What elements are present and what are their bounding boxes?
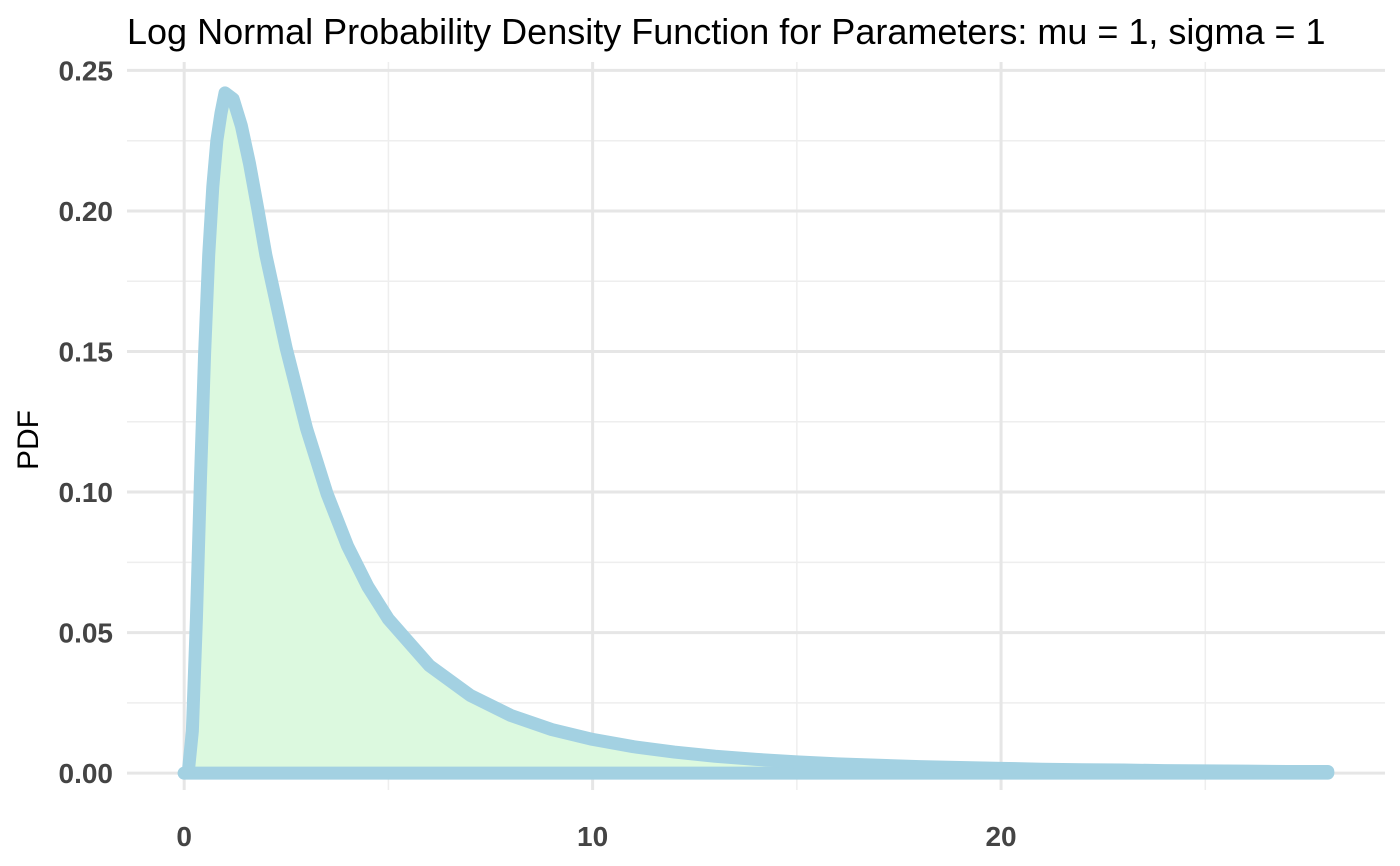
x-tick-label-1: 10 bbox=[577, 821, 608, 852]
y-tick-label-4: 0.20 bbox=[59, 196, 114, 227]
y-axis-label: PDF bbox=[12, 410, 45, 470]
y-tick-label-2: 0.10 bbox=[59, 477, 114, 508]
y-tick-label-0: 0.00 bbox=[59, 758, 114, 789]
area-layer bbox=[184, 92, 1328, 774]
y-tick-label-3: 0.15 bbox=[59, 337, 114, 368]
density-area bbox=[184, 92, 1328, 774]
x-tick-label-2: 20 bbox=[985, 821, 1016, 852]
chart-title: Log Normal Probability Density Function … bbox=[127, 11, 1326, 52]
tick-layer: 0 10 20 0.00 0.05 0.10 0.15 0.20 0.25 bbox=[59, 55, 1017, 852]
y-tick-label-5: 0.25 bbox=[59, 55, 114, 86]
y-tick-label-1: 0.05 bbox=[59, 618, 114, 649]
density-curve bbox=[177, 86, 1335, 780]
x-tick-label-0: 0 bbox=[176, 821, 192, 852]
line-layer bbox=[177, 86, 1335, 780]
